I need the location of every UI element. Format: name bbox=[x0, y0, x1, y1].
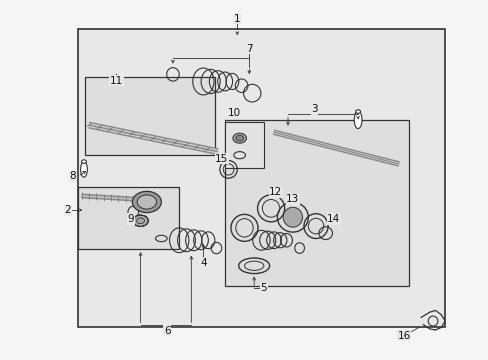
Bar bbox=[85, 77, 215, 155]
Bar bbox=[78, 30, 444, 327]
Text: 15: 15 bbox=[215, 154, 228, 164]
Ellipse shape bbox=[81, 160, 86, 163]
Ellipse shape bbox=[235, 135, 243, 141]
Text: 1: 1 bbox=[233, 14, 240, 24]
Bar bbox=[224, 122, 264, 168]
Text: 13: 13 bbox=[285, 194, 299, 204]
Text: 7: 7 bbox=[245, 44, 252, 54]
Text: 16: 16 bbox=[397, 331, 410, 341]
Ellipse shape bbox=[355, 110, 360, 113]
Bar bbox=[78, 187, 179, 249]
Ellipse shape bbox=[132, 192, 161, 213]
Bar bbox=[224, 120, 408, 286]
Text: 4: 4 bbox=[200, 258, 206, 268]
Text: 12: 12 bbox=[269, 188, 282, 197]
Ellipse shape bbox=[137, 195, 156, 209]
Ellipse shape bbox=[133, 215, 148, 226]
Text: 5: 5 bbox=[260, 283, 266, 293]
Text: 3: 3 bbox=[311, 104, 317, 114]
Text: 9: 9 bbox=[127, 214, 134, 224]
Ellipse shape bbox=[232, 133, 246, 143]
Ellipse shape bbox=[81, 162, 87, 177]
Text: 8: 8 bbox=[69, 171, 76, 181]
Text: 11: 11 bbox=[109, 76, 123, 86]
Text: 6: 6 bbox=[163, 326, 170, 336]
Ellipse shape bbox=[353, 111, 361, 129]
Text: 10: 10 bbox=[228, 108, 241, 118]
Text: 14: 14 bbox=[326, 214, 340, 224]
Ellipse shape bbox=[283, 207, 302, 227]
Text: 2: 2 bbox=[64, 205, 71, 215]
